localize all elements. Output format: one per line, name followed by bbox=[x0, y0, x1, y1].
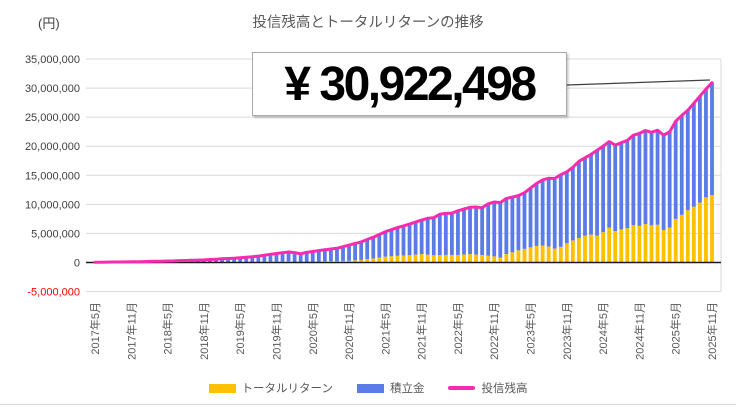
svg-text:2020年5月: 2020年5月 bbox=[306, 302, 320, 355]
svg-text:2024年11月: 2024年11月 bbox=[632, 302, 646, 360]
svg-text:2018年11月: 2018年11月 bbox=[197, 302, 211, 360]
balance-callout-value: ¥ 30,922,498 bbox=[284, 57, 537, 111]
callout-leader-line bbox=[566, 79, 711, 86]
legend-label-balance: 投信残高 bbox=[481, 383, 528, 395]
svg-text:2022年5月: 2022年5月 bbox=[451, 302, 465, 355]
svg-text:2025年5月: 2025年5月 bbox=[669, 302, 683, 355]
legend-item-tsumitate: 積立金 bbox=[356, 380, 425, 396]
svg-text:2019年11月: 2019年11月 bbox=[269, 302, 283, 360]
svg-text:25,000,000: 25,000,000 bbox=[25, 112, 80, 124]
y-axis-unit-label: (円) bbox=[38, 16, 60, 31]
svg-text:2021年11月: 2021年11月 bbox=[415, 302, 429, 360]
balance-line bbox=[93, 81, 714, 264]
y-axis-labels: 35,000,000 30,000,000 25,000,000 20,000,000… bbox=[25, 54, 80, 299]
x-axis-labels: 2017年5月 2017年11月 2018年5月 2018年11月 2019年5月 201… bbox=[88, 302, 719, 360]
legend-item-balance: 投信残高 bbox=[448, 380, 527, 396]
svg-text:2019年5月: 2019年5月 bbox=[233, 302, 247, 355]
svg-text:2018年5月: 2018年5月 bbox=[161, 302, 175, 355]
stacked-bars bbox=[93, 82, 714, 263]
chart-title: 投信残高とトータルリターンの推移 bbox=[252, 15, 484, 31]
svg-text:2025年11月: 2025年11月 bbox=[705, 302, 719, 360]
chart-legend: トータルリターン 積立金 投信残高 bbox=[0, 380, 736, 396]
svg-text:2022年11月: 2022年11月 bbox=[487, 302, 501, 360]
svg-text:2017年11月: 2017年11月 bbox=[124, 302, 138, 360]
svg-text:5,000,000: 5,000,000 bbox=[31, 228, 80, 240]
legend-label-tsumitate: 積立金 bbox=[389, 383, 425, 395]
svg-text:2020年11月: 2020年11月 bbox=[342, 302, 356, 360]
svg-text:10,000,000: 10,000,000 bbox=[25, 199, 80, 211]
gridlines bbox=[86, 58, 722, 293]
svg-text:2023年11月: 2023年11月 bbox=[560, 302, 574, 360]
tsumitate-swatch-icon bbox=[356, 383, 384, 393]
svg-text:20,000,000: 20,000,000 bbox=[25, 141, 80, 153]
svg-text:-5,000,000: -5,000,000 bbox=[27, 287, 80, 299]
svg-text:15,000,000: 15,000,000 bbox=[25, 170, 80, 182]
svg-text:2023年5月: 2023年5月 bbox=[524, 302, 538, 355]
svg-text:0: 0 bbox=[74, 258, 80, 270]
legend-label-total-return: トータルリターン bbox=[241, 383, 333, 395]
legend-item-total-return: トータルリターン bbox=[208, 380, 333, 396]
svg-text:2021年5月: 2021年5月 bbox=[378, 302, 392, 355]
balance-line-swatch-icon bbox=[448, 386, 476, 390]
total-return-swatch-icon bbox=[208, 383, 236, 393]
svg-text:2024年5月: 2024年5月 bbox=[596, 302, 610, 355]
svg-text:2017年5月: 2017年5月 bbox=[88, 302, 102, 355]
svg-text:35,000,000: 35,000,000 bbox=[25, 54, 80, 66]
chart-bottom-border bbox=[0, 404, 736, 405]
balance-callout-box: ¥ 30,922,498 bbox=[252, 52, 567, 116]
svg-text:30,000,000: 30,000,000 bbox=[25, 83, 80, 95]
